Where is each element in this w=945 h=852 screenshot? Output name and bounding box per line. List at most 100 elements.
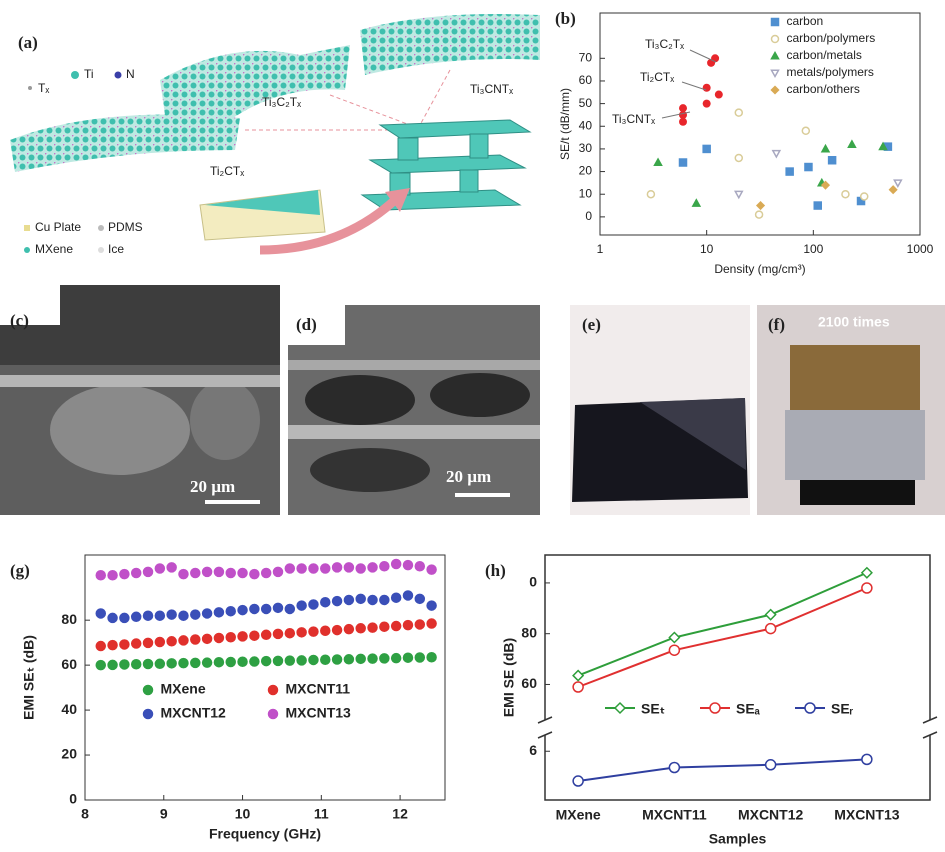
y-tick-label: 60 (579, 73, 593, 87)
marker (178, 635, 189, 646)
marker (755, 200, 766, 211)
marker (668, 644, 681, 656)
marker (95, 569, 107, 581)
marker (414, 652, 426, 663)
marker (764, 608, 777, 621)
axis-break (922, 716, 938, 724)
marker (107, 569, 118, 581)
x-tick-label: 10 (235, 806, 251, 822)
annotation-arrow (661, 111, 691, 119)
y-axis-label: SE/t (dB/mm) (558, 88, 572, 160)
marker (166, 658, 177, 669)
legend-label: MXCNT13 (286, 705, 352, 721)
marker (119, 568, 130, 580)
mxene-sheet (360, 14, 540, 75)
marker (142, 658, 154, 670)
connector (329, 94, 411, 126)
marker (296, 627, 307, 638)
marker (343, 594, 355, 606)
marker (154, 610, 166, 621)
marker (225, 656, 236, 668)
annotation: Ti₂CTₓ (640, 70, 674, 84)
marker (130, 658, 142, 670)
marker (267, 684, 279, 696)
marker (379, 560, 390, 572)
marker (770, 17, 780, 27)
y-tick-label: 6 (529, 742, 537, 758)
marker (770, 34, 780, 44)
mxene-sheet (10, 114, 240, 172)
axis-break (537, 731, 553, 739)
x-tick-label: 11 (314, 806, 329, 822)
marker (272, 602, 284, 614)
marker (668, 761, 681, 774)
marker (142, 610, 154, 621)
marker (331, 624, 343, 636)
marker (355, 653, 366, 665)
marker (702, 144, 711, 154)
annotation-arrow (689, 49, 717, 63)
marker (402, 590, 414, 601)
marker (820, 143, 831, 153)
highlight-point (702, 99, 711, 108)
marker (320, 563, 331, 574)
photo-e: (e) (570, 305, 750, 515)
marker (785, 167, 794, 176)
annotation: Ti₃CNTₓ (612, 112, 655, 126)
marker (213, 632, 225, 644)
marker (764, 622, 777, 635)
marker (213, 566, 225, 578)
panel-label: (g) (10, 561, 30, 580)
sheet-label: Ti₂CTₓ (210, 164, 244, 178)
marker (201, 633, 213, 645)
marker (178, 657, 189, 669)
marker (284, 563, 296, 574)
marker (801, 126, 811, 136)
material-label: MXene (35, 242, 73, 256)
marker (355, 593, 366, 605)
material-label: Ice (108, 242, 124, 256)
y-tick-label: 0 (529, 574, 537, 590)
marker (178, 568, 189, 580)
x-tick-label: 10 (700, 242, 714, 256)
marker (260, 629, 272, 641)
panel-label: (d) (296, 315, 317, 334)
marker (95, 659, 107, 671)
panel-label: (a) (18, 33, 38, 52)
x-tick-label: 1 (597, 242, 604, 256)
material-label: Cu Plate (35, 220, 81, 234)
marker (770, 85, 780, 95)
legend-swatch (98, 247, 104, 253)
atom-label: Ti (84, 67, 94, 81)
marker (178, 610, 189, 621)
marker (130, 638, 142, 649)
marker (142, 637, 154, 649)
y-tick-label: 30 (579, 141, 593, 155)
marker (267, 708, 279, 720)
marker (734, 190, 744, 200)
atom-dot (28, 86, 32, 90)
marker (771, 149, 782, 159)
marker (770, 69, 780, 79)
scale-label: 20 µm (190, 477, 235, 496)
y-tick-label: 70 (579, 50, 593, 64)
x-tick-label: 100 (803, 242, 823, 256)
marker (426, 618, 437, 629)
x-tick-label: MXCNT12 (738, 807, 804, 823)
scale-bar (205, 500, 260, 504)
marker (653, 157, 663, 167)
marker (343, 623, 355, 635)
marker (154, 658, 166, 670)
marker (426, 564, 437, 575)
panel-label: (c) (10, 311, 29, 330)
marker (107, 612, 118, 624)
marker (213, 656, 225, 668)
marker (107, 639, 118, 651)
marker (320, 596, 331, 608)
x-axis-label: Density (mg/cm³) (714, 262, 805, 276)
series-line (577, 758, 867, 783)
atom-label: N (126, 67, 135, 81)
marker (355, 623, 366, 634)
marker (390, 558, 402, 570)
marker (343, 562, 355, 573)
